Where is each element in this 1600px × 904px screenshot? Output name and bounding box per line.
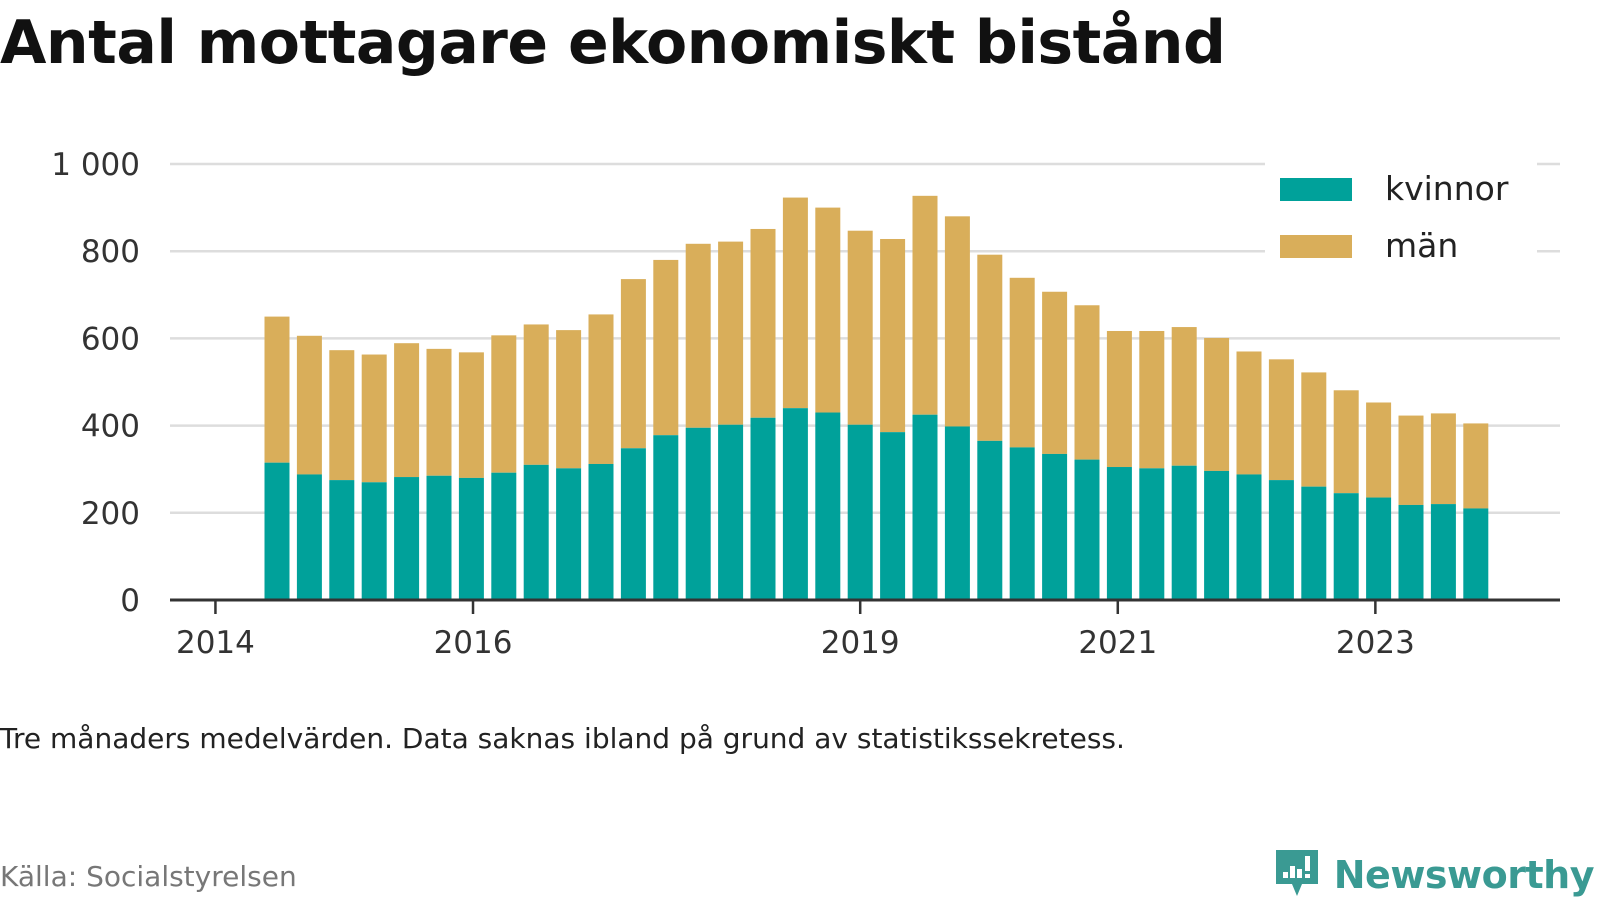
- bar-kvinnor: [912, 414, 938, 600]
- x-tick-label: 2019: [821, 625, 900, 661]
- bar-kvinnor: [556, 468, 582, 600]
- chart-note: Tre månaders medelvärden. Data saknas ib…: [0, 722, 1125, 755]
- bar-kvinnor: [394, 477, 420, 600]
- bar-man: [264, 316, 290, 463]
- bar-man: [296, 335, 322, 475]
- bar-kvinnor: [944, 426, 970, 600]
- bar-man: [394, 343, 420, 478]
- newsworthy-logo-icon: [1272, 846, 1322, 904]
- bar-man: [1463, 423, 1489, 509]
- bar-kvinnor: [458, 477, 484, 600]
- bar-kvinnor: [880, 432, 906, 600]
- bar-man: [1074, 305, 1100, 460]
- bar-kvinnor: [1366, 497, 1392, 600]
- legend-swatch: [1280, 235, 1352, 258]
- bar-man: [1042, 291, 1068, 454]
- bar-kvinnor: [1042, 453, 1068, 600]
- bar-man: [361, 354, 387, 483]
- bar-man: [1366, 402, 1392, 498]
- bar-kvinnor: [782, 408, 808, 600]
- bar-man: [426, 348, 452, 476]
- x-tick-label: 2021: [1078, 625, 1157, 661]
- bar-kvinnor: [653, 435, 679, 600]
- bar-man: [718, 241, 744, 425]
- bar-kvinnor: [1204, 470, 1230, 600]
- y-tick-label: 600: [81, 321, 140, 357]
- bar-kvinnor: [1430, 504, 1456, 600]
- bar-kvinnor: [685, 427, 711, 600]
- bar-man: [1301, 372, 1327, 487]
- y-tick-label: 0: [120, 583, 140, 619]
- chart-title: Antal mottagare ekonomiskt bistånd: [0, 8, 1226, 78]
- bar-kvinnor: [1139, 468, 1165, 600]
- bar-kvinnor: [1301, 486, 1327, 600]
- bar-man: [880, 238, 906, 433]
- bar-kvinnor: [1463, 508, 1489, 600]
- x-tick-label: 2023: [1336, 625, 1415, 661]
- legend-label: kvinnor: [1385, 169, 1509, 208]
- bar-man: [782, 197, 808, 409]
- y-tick-label: 200: [81, 496, 140, 532]
- bar-man: [1268, 359, 1294, 481]
- bar-kvinnor: [1236, 474, 1262, 600]
- bar-man: [1333, 390, 1359, 494]
- y-tick-label: 1 000: [51, 147, 140, 183]
- bar-man: [556, 330, 582, 469]
- bar-kvinnor: [1398, 504, 1424, 600]
- bar-kvinnor: [1333, 493, 1359, 600]
- bar-kvinnor: [977, 440, 1003, 600]
- bar-man: [1430, 413, 1456, 505]
- bar-kvinnor: [523, 464, 549, 600]
- bar-kvinnor: [1268, 480, 1294, 600]
- bar-kvinnor: [718, 424, 744, 600]
- bar-man: [815, 207, 841, 413]
- bar-kvinnor: [815, 412, 841, 600]
- brand-logo[interactable]: Newsworthy: [1272, 846, 1595, 904]
- legend-label: män: [1385, 226, 1458, 265]
- bar-man: [912, 195, 938, 415]
- source-credit: Källa: Socialstyrelsen: [0, 860, 297, 893]
- bar-kvinnor: [329, 480, 355, 600]
- bar-man: [1106, 330, 1132, 468]
- bar-kvinnor: [1009, 447, 1035, 600]
- bar-man: [1009, 277, 1035, 448]
- bar-man: [523, 324, 549, 465]
- bar-kvinnor: [620, 448, 646, 600]
- bar-man: [1398, 415, 1424, 505]
- bar-man: [620, 279, 646, 449]
- bar-man: [1236, 351, 1262, 475]
- bar-kvinnor: [847, 424, 873, 600]
- bar-kvinnor: [588, 463, 614, 600]
- bar-man: [1204, 337, 1230, 471]
- bar-kvinnor: [491, 472, 517, 600]
- bar-man: [1139, 330, 1165, 469]
- bar-kvinnor: [264, 462, 290, 600]
- bar-man: [329, 350, 355, 481]
- bar-kvinnor: [1074, 459, 1100, 600]
- bar-man: [685, 243, 711, 428]
- legend-swatch: [1280, 178, 1352, 201]
- bar-man: [588, 314, 614, 464]
- x-tick-label: 2014: [176, 625, 255, 661]
- bar-kvinnor: [1171, 465, 1197, 600]
- x-tick-label: 2016: [434, 625, 513, 661]
- bar-man: [847, 230, 873, 425]
- bar-man: [977, 254, 1003, 441]
- brand-name: Newsworthy: [1333, 853, 1595, 897]
- y-tick-label: 800: [81, 234, 140, 270]
- bar-man: [1171, 327, 1197, 466]
- bar-kvinnor: [750, 417, 776, 600]
- bar-man: [944, 216, 970, 427]
- bar-man: [491, 335, 517, 473]
- bar-kvinnor: [1106, 467, 1132, 600]
- y-tick-label: 400: [81, 409, 140, 445]
- bar-man: [458, 352, 484, 478]
- bar-man: [750, 228, 776, 418]
- bar-kvinnor: [361, 482, 387, 600]
- bar-man: [653, 259, 679, 436]
- stacked-bar-chart: 0 200 400 600 800 1 000 2014 2016 2019 2021 2023 kv…: [51, 147, 1560, 661]
- bar-kvinnor: [426, 475, 452, 600]
- bar-kvinnor: [296, 474, 322, 600]
